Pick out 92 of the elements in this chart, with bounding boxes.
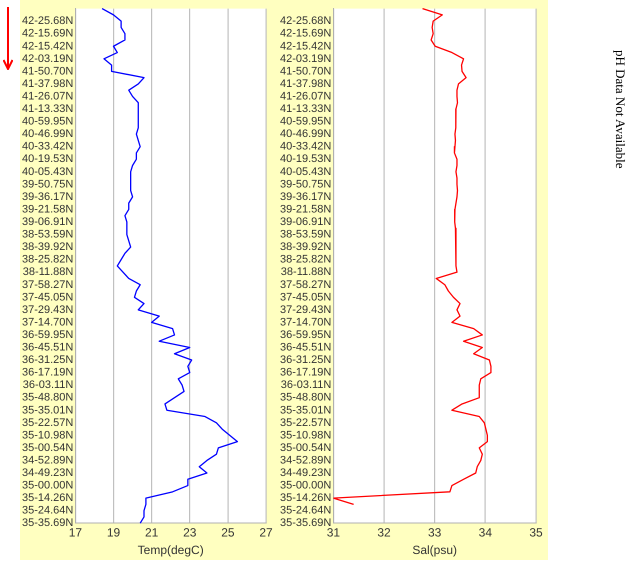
y-tick-label: 35-10.98N	[22, 429, 74, 442]
y-tick-label: 40-19.53N	[22, 153, 74, 166]
y-tick-label: 35-24.64N	[280, 504, 332, 517]
y-tick-label: 37-45.05N	[280, 291, 332, 304]
y-tick-label: 38-25.82N	[22, 254, 74, 266]
y-tick-label: 36-17.19N	[280, 366, 332, 379]
y-tick-label: 39-36.17N	[22, 190, 74, 203]
y-tick-label: 40-05.43N	[280, 166, 332, 178]
y-tick-label: 35-22.57N	[280, 416, 332, 429]
y-tick-label: 42-03.19N	[280, 52, 332, 65]
y-tick-label: 37-58.27N	[22, 278, 74, 291]
x-tick-label: 35	[529, 526, 543, 540]
y-tick-label: 35-22.57N	[22, 416, 74, 429]
y-tick-label: 37-29.43N	[22, 304, 74, 316]
y-tick-label: 35-00.54N	[22, 442, 74, 454]
y-tick-label: 34-52.89N	[22, 454, 74, 466]
y-tick-label: 41-26.07N	[22, 90, 74, 102]
y-tick-label: 36-03.11N	[22, 379, 74, 392]
y-tick-label: 37-58.27N	[280, 278, 332, 291]
y-tick-label: 41-50.70N	[22, 65, 74, 78]
y-tick-label: 36-59.95N	[280, 328, 332, 341]
y-tick-label: 42-25.68N	[22, 15, 74, 28]
y-tick-label: 36-31.25N	[280, 354, 332, 366]
y-tick-label: 35-00.00N	[22, 480, 74, 492]
y-tick-label: 36-03.11N	[280, 379, 332, 392]
y-tick-label: 38-25.82N	[280, 254, 332, 266]
x-tick-label: 33	[428, 526, 442, 540]
y-tick-label: 37-45.05N	[22, 291, 74, 304]
y-tick-label: 40-46.99N	[280, 128, 332, 140]
y-tick-label: 34-49.23N	[280, 467, 332, 480]
y-tick-label: 40-05.43N	[22, 166, 74, 178]
y-tick-label: 39-36.17N	[280, 190, 332, 203]
y-tick-label: 41-13.33N	[22, 103, 74, 116]
y-tick-label: 38-39.92N	[280, 241, 332, 254]
y-tick-label: 36-45.51N	[280, 342, 332, 354]
y-tick-label: 42-15.42N	[280, 40, 332, 52]
y-tick-label: 36-59.95N	[22, 328, 74, 341]
y-tick-label: 37-14.70N	[280, 316, 332, 328]
y-tick-label: 38-39.92N	[22, 241, 74, 254]
y-tick-label: 35-35.01N	[22, 404, 74, 416]
y-tick-label: 40-59.95N	[22, 116, 74, 128]
y-tick-label: 35-14.26N	[280, 492, 332, 504]
y-tick-label: 35-48.80N	[280, 392, 332, 404]
y-tick-label: 40-19.53N	[280, 153, 332, 166]
y-tick-label: 41-37.98N	[280, 78, 332, 90]
y-tick-label: 39-50.75N	[280, 178, 332, 190]
x-tick-label: 32	[377, 526, 392, 540]
x-tick-label: 25	[221, 526, 235, 540]
y-tick-label: 38-11.88N	[280, 266, 332, 278]
y-tick-label: 39-21.58N	[280, 203, 332, 216]
y-tick-label: 40-33.42N	[280, 140, 332, 153]
y-tick-label: 39-06.91N	[280, 216, 332, 228]
text: pH Data Not Available	[612, 50, 628, 169]
y-tick-label: 42-15.69N	[22, 28, 74, 40]
y-tick-label: 40-59.95N	[280, 116, 332, 128]
y-tick-label: 40-46.99N	[22, 128, 74, 140]
y-tick-label: 42-15.69N	[280, 28, 332, 40]
y-tick-label: 42-15.42N	[22, 40, 74, 52]
y-tick-label: 41-13.33N	[280, 103, 332, 116]
y-tick-label: 34-52.89N	[280, 454, 332, 466]
y-tick-label: 41-50.70N	[280, 65, 332, 78]
y-tick-label: 35-14.26N	[22, 492, 74, 504]
y-tick-label: 34-49.23N	[22, 467, 74, 480]
x-axis-title: Temp(degC)	[138, 543, 204, 558]
y-tick-label: 37-29.43N	[280, 304, 332, 316]
x-tick-label: 27	[259, 526, 273, 540]
y-tick-label: 40-33.42N	[22, 140, 74, 153]
y-tick-label: 37-14.70N	[22, 316, 74, 328]
x-tick-label: 23	[183, 526, 197, 540]
x-axis-title: Sal(psu)	[412, 543, 458, 558]
y-tick-label: 35-35.01N	[280, 404, 332, 416]
y-tick-label: 35-00.54N	[280, 442, 332, 454]
x-tick-label: 19	[106, 526, 120, 540]
y-tick-label: 35-00.00N	[280, 480, 332, 492]
y-tick-label: 38-53.59N	[22, 228, 74, 241]
y-tick-label: 41-37.98N	[22, 78, 74, 90]
y-tick-label: 35-10.98N	[280, 429, 332, 442]
y-tick-label: 38-11.88N	[22, 266, 74, 278]
x-tick-label: 34	[478, 526, 492, 540]
x-tick-label: 21	[144, 526, 159, 540]
y-tick-label: 38-53.59N	[280, 228, 332, 241]
y-tick-label: 42-03.19N	[22, 52, 74, 65]
y-tick-label: 39-21.58N	[22, 203, 74, 216]
y-tick-label: 36-31.25N	[22, 354, 74, 366]
y-tick-label: 35-24.64N	[22, 504, 74, 517]
y-tick-label: 36-17.19N	[22, 366, 74, 379]
y-tick-label: 39-50.75N	[22, 178, 74, 190]
y-tick-label: 36-45.51N	[22, 342, 74, 354]
y-tick-label: 42-25.68N	[280, 15, 332, 28]
y-tick-label: 35-48.80N	[22, 392, 74, 404]
y-tick-label: 39-06.91N	[22, 216, 74, 228]
y-tick-label: 41-26.07N	[280, 90, 332, 102]
